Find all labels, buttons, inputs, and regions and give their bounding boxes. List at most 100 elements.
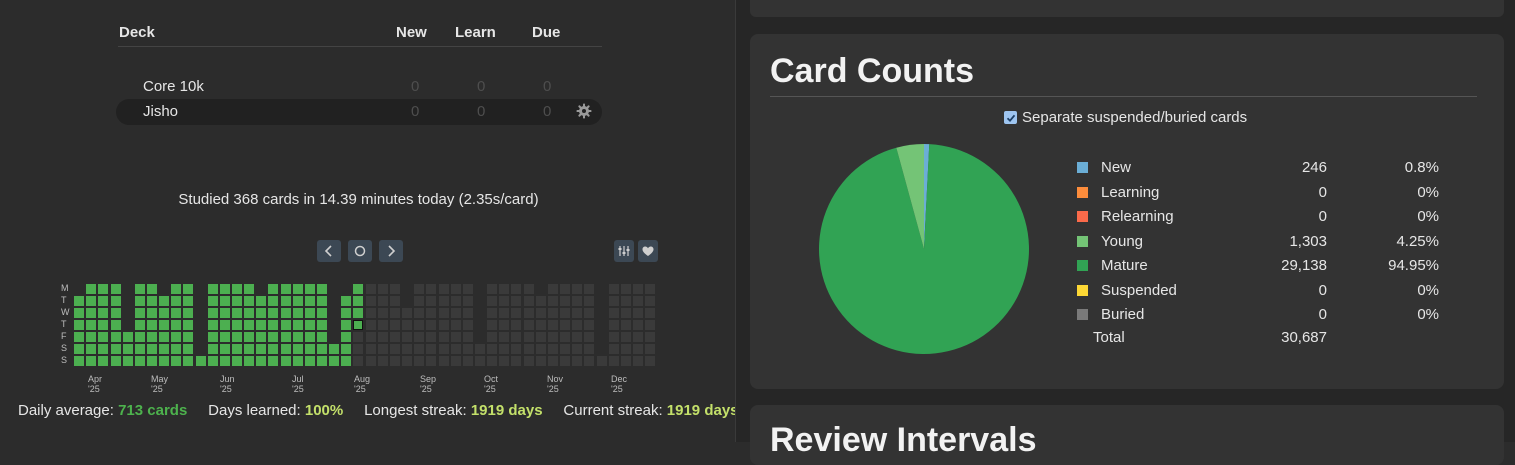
- heatmap-cell[interactable]: [244, 296, 255, 306]
- heatmap-cell[interactable]: [159, 320, 170, 330]
- heatmap-cell[interactable]: [146, 284, 157, 294]
- heatmap-cell[interactable]: [134, 320, 145, 330]
- heatmap-cell[interactable]: [134, 332, 145, 342]
- heatmap-cell[interactable]: [317, 296, 327, 306]
- heatmap-cell[interactable]: [146, 296, 157, 306]
- heatmap-cell[interactable]: [171, 344, 182, 354]
- heatmap-cell[interactable]: [353, 284, 364, 294]
- heatmap-cell[interactable]: [426, 296, 437, 306]
- heatmap-cell[interactable]: [171, 320, 182, 330]
- heatmap-cell[interactable]: [74, 344, 84, 354]
- heatmap-cell[interactable]: [632, 344, 643, 354]
- heatmap-cell[interactable]: [329, 356, 340, 366]
- heatmap-cell[interactable]: [377, 308, 388, 318]
- pie-slice-mature[interactable]: [819, 144, 1029, 354]
- heatmap-cell[interactable]: [620, 296, 631, 306]
- heatmap-cell[interactable]: [474, 356, 485, 366]
- heatmap-cell[interactable]: [207, 344, 218, 354]
- heatmap-cell[interactable]: [584, 332, 595, 342]
- heatmap-cell[interactable]: [268, 332, 279, 342]
- heatmap-cell[interactable]: [219, 296, 230, 306]
- heatmap-cell[interactable]: [329, 344, 340, 354]
- heatmap-cell[interactable]: [462, 284, 473, 294]
- heatmap-cell[interactable]: [365, 296, 376, 306]
- heatmap-cell[interactable]: [560, 356, 570, 366]
- heatmap-cell[interactable]: [207, 308, 218, 318]
- heatmap-cell[interactable]: [523, 356, 534, 366]
- heatmap-cell[interactable]: [511, 344, 522, 354]
- heatmap-cell[interactable]: [499, 332, 510, 342]
- heatmap-cell[interactable]: [450, 344, 461, 354]
- heatmap-cell[interactable]: [523, 296, 534, 306]
- heatmap-cell[interactable]: [608, 296, 619, 306]
- heatmap-cell[interactable]: [462, 356, 473, 366]
- heatmap-cell[interactable]: [511, 308, 522, 318]
- heatmap-cell[interactable]: [74, 320, 84, 330]
- heatmap-cell[interactable]: [572, 356, 583, 366]
- heatmap-cell[interactable]: [86, 356, 97, 366]
- heatmap-cell[interactable]: [608, 284, 619, 294]
- heatmap-cell[interactable]: [292, 356, 303, 366]
- heatmap-cell[interactable]: [86, 332, 97, 342]
- heatmap-cell[interactable]: [389, 332, 400, 342]
- heatmap-cell[interactable]: [620, 356, 631, 366]
- heatmap-cell[interactable]: [414, 332, 425, 342]
- heatmap-cell[interactable]: [207, 356, 218, 366]
- heatmap-cell[interactable]: [389, 356, 400, 366]
- heatmap-cell[interactable]: [183, 320, 194, 330]
- heatmap-cell[interactable]: [450, 296, 461, 306]
- heatmap-cell[interactable]: [171, 308, 182, 318]
- heatmap-cell[interactable]: [256, 308, 267, 318]
- deck-name[interactable]: Jisho: [143, 103, 179, 120]
- heatmap-cell[interactable]: [280, 320, 291, 330]
- heatmap-cell[interactable]: [438, 308, 449, 318]
- heatmap-cell[interactable]: [146, 320, 157, 330]
- heatmap-cell[interactable]: [134, 284, 145, 294]
- heatmap-cell[interactable]: [280, 296, 291, 306]
- heatmap-cell[interactable]: [268, 344, 279, 354]
- heatmap-cell[interactable]: [353, 332, 364, 342]
- today-button[interactable]: [348, 240, 372, 262]
- heatmap-cell[interactable]: [159, 344, 170, 354]
- heatmap-cell[interactable]: [219, 356, 230, 366]
- heatmap-cell[interactable]: [632, 308, 643, 318]
- heatmap-cell[interactable]: [402, 308, 413, 318]
- heatmap-cell[interactable]: [292, 344, 303, 354]
- heatmap-cell[interactable]: [389, 344, 400, 354]
- heatmap-cell[interactable]: [207, 296, 218, 306]
- heatmap-cell[interactable]: [377, 332, 388, 342]
- heatmap-cell[interactable]: [256, 320, 267, 330]
- heatmap-cell[interactable]: [86, 308, 97, 318]
- heatmap-cell[interactable]: [499, 296, 510, 306]
- heatmap-cell[interactable]: [511, 356, 522, 366]
- heatmap-cell[interactable]: [159, 332, 170, 342]
- heatmap-cell[interactable]: [232, 284, 242, 294]
- heatmap-cell[interactable]: [365, 356, 376, 366]
- heatmap-cell[interactable]: [146, 356, 157, 366]
- heatmap-cell[interactable]: [584, 344, 595, 354]
- heatmap-cell[interactable]: [280, 308, 291, 318]
- heatmap-cell[interactable]: [183, 332, 194, 342]
- heatmap-cell[interactable]: [560, 308, 570, 318]
- heatmap-cell[interactable]: [244, 320, 255, 330]
- heatmap-cell[interactable]: [450, 356, 461, 366]
- heatmap-cell[interactable]: [547, 320, 558, 330]
- heatmap-cell[interactable]: [645, 308, 656, 318]
- heatmap-cell[interactable]: [232, 296, 242, 306]
- heatmap-cell[interactable]: [207, 332, 218, 342]
- heatmap-cell[interactable]: [159, 308, 170, 318]
- heatmap-cell[interactable]: [207, 320, 218, 330]
- heatmap-cell[interactable]: [632, 356, 643, 366]
- heatmap-cell[interactable]: [535, 332, 546, 342]
- checkbox-checked-icon[interactable]: [1004, 111, 1017, 124]
- separate-suspended-toggle[interactable]: Separate suspended/buried cards: [1004, 109, 1247, 126]
- heatmap-cell[interactable]: [232, 356, 242, 366]
- heatmap-cell[interactable]: [159, 296, 170, 306]
- heatmap-cell[interactable]: [620, 284, 631, 294]
- heatmap-cell[interactable]: [438, 356, 449, 366]
- heatmap-cell[interactable]: [608, 356, 619, 366]
- heatmap-cell[interactable]: [426, 284, 437, 294]
- heatmap-cell[interactable]: [426, 356, 437, 366]
- heatmap-cell[interactable]: [584, 284, 595, 294]
- heatmap-cell[interactable]: [414, 296, 425, 306]
